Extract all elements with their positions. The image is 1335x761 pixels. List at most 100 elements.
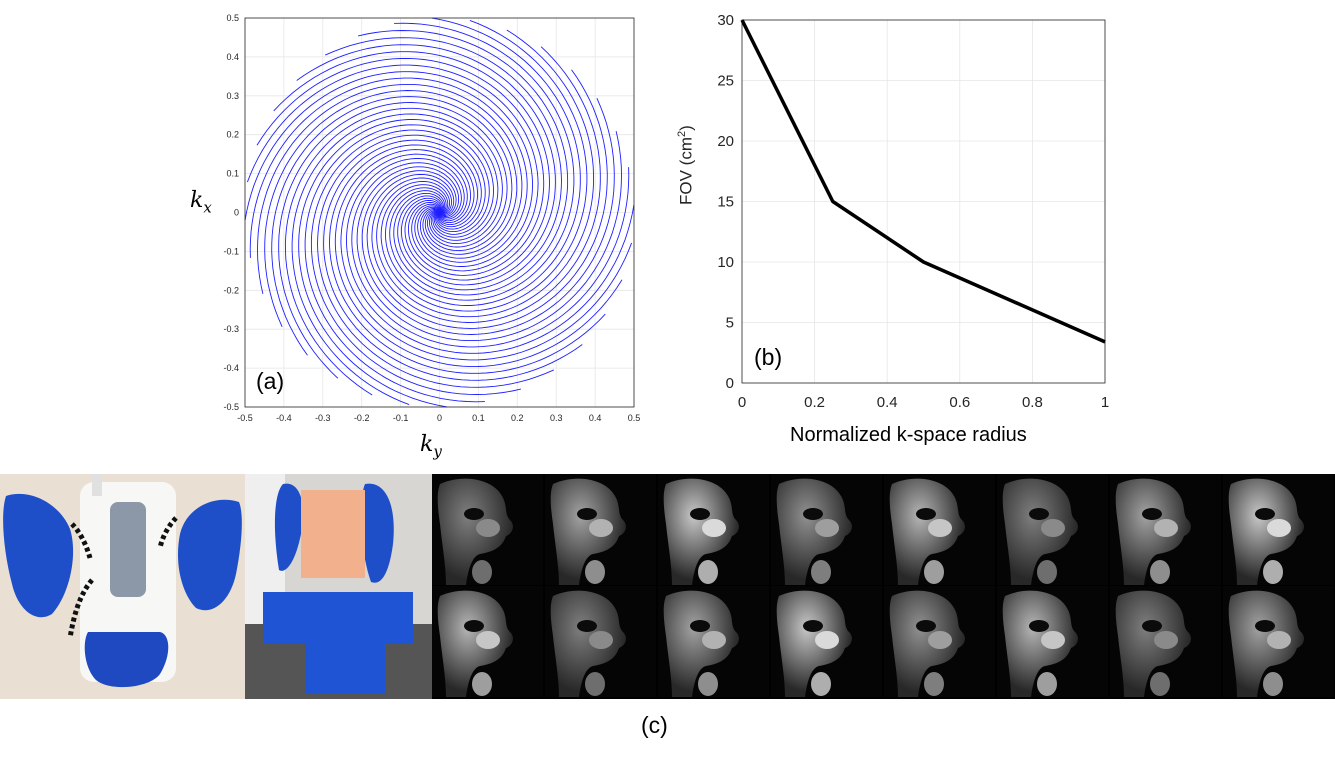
mri-frame bbox=[432, 586, 543, 697]
panel-b-fov-plot: 0 0.2 0.4 0.6 0.8 1 0 5 10 15 20 25 30 bbox=[717, 12, 1109, 411]
panel-b-x-ticks: 0 0.2 0.4 0.6 0.8 1 bbox=[738, 394, 1109, 411]
panel-a-xlabel: ky bbox=[420, 432, 442, 461]
spiral-interleave bbox=[358, 30, 569, 296]
panel-b-axes-box bbox=[741, 19, 1106, 384]
mri-frame bbox=[545, 474, 656, 585]
panel-b-xlabel: Normalized k-space radius bbox=[790, 424, 1027, 446]
panel-a-y-tick-label: -0.1 bbox=[223, 246, 239, 256]
panel-b-y-tick-label: 25 bbox=[717, 73, 734, 90]
spiral-interleave bbox=[323, 139, 583, 381]
photo-coil-setup bbox=[0, 474, 245, 699]
panel-b-x-tick-label: 0.8 bbox=[1022, 394, 1043, 411]
panel-a-y-tick-label: 0.5 bbox=[226, 13, 239, 23]
panel-a-ylabel: kx bbox=[190, 188, 212, 217]
panel-b-x-tick-label: 0 bbox=[738, 394, 746, 411]
panel-b-y-tick-label: 30 bbox=[717, 12, 734, 29]
panel-a-y-tick-label: 0 bbox=[234, 208, 239, 218]
panel-b-y-tick-label: 5 bbox=[726, 315, 734, 332]
panel-b-ylabel-sup: 2 bbox=[676, 130, 688, 137]
spiral-interleave bbox=[249, 77, 528, 263]
spiral-interleave bbox=[271, 96, 513, 356]
spiral-interleave bbox=[296, 44, 556, 286]
panel-a-xlabel-sub: y bbox=[433, 442, 442, 461]
panel-a-y-tick-label: -0.2 bbox=[223, 285, 239, 295]
panel-b-x-tick-label: 0.6 bbox=[949, 394, 970, 411]
panel-b-grid bbox=[741, 19, 1106, 384]
mri-frame bbox=[1223, 586, 1334, 697]
spiral-interleave bbox=[291, 113, 499, 406]
panel-a-x-tick-label: -0.5 bbox=[237, 413, 253, 423]
panel-a-x-tick-label: 0.1 bbox=[472, 413, 485, 423]
face-redaction-block bbox=[301, 490, 365, 578]
panel-a-y-tick-label: 0.3 bbox=[226, 91, 239, 101]
spiral-interleave bbox=[334, 149, 623, 368]
spiral-interleave bbox=[310, 129, 521, 395]
spiral-interleave bbox=[278, 102, 508, 379]
panel-a-y-tick-label: 0.2 bbox=[226, 130, 239, 140]
spiral-interleave bbox=[246, 64, 539, 272]
spiral-interleave bbox=[376, 29, 595, 318]
panel-a-ylabel-sub: x bbox=[203, 198, 212, 217]
panel-a-x-tick-label: 0 bbox=[437, 413, 442, 423]
panel-b-y-tick-label: 10 bbox=[717, 254, 734, 271]
mri-frame bbox=[1110, 474, 1221, 585]
panel-b-ylabel: FOV (cm2) bbox=[676, 125, 696, 205]
panel-a-y-tick-label: 0.1 bbox=[226, 169, 239, 179]
spiral-interleave bbox=[317, 134, 554, 388]
mri-frame bbox=[1223, 474, 1334, 585]
panel-b-y-tick-label: 20 bbox=[717, 133, 734, 150]
mri-frame bbox=[545, 586, 656, 697]
panel-b-x-tick-label: 0.4 bbox=[877, 394, 898, 411]
panel-a-y-tick-label: -0.5 bbox=[223, 402, 239, 412]
panel-a-y-ticks: 0.5 0.4 0.3 0.2 0.1 0 -0.1 -0.2 -0.3 -0.4 -0.5 bbox=[223, 13, 239, 412]
panel-b-fov-line bbox=[740, 19, 1106, 344]
spiral-interleave bbox=[356, 131, 622, 342]
panel-a-x-tick-label: 0.5 bbox=[628, 413, 641, 423]
panel-b-y-ticks: 0 5 10 15 20 25 30 bbox=[717, 12, 734, 392]
spiral-interleave bbox=[385, 17, 581, 306]
spiral-interleave bbox=[264, 90, 518, 327]
panel-a-x-tick-label: -0.4 bbox=[276, 413, 292, 423]
panel-a-label: (a) bbox=[256, 368, 285, 394]
panel-b-label: (b) bbox=[754, 344, 783, 370]
panel-b-x-tick-label: 1 bbox=[1101, 394, 1109, 411]
photo-subject-with-coil bbox=[245, 474, 432, 699]
spiral-interleave bbox=[371, 46, 601, 323]
spiral-interleave bbox=[380, 19, 588, 312]
mri-frame bbox=[884, 474, 995, 585]
panel-a-x-tick-label: 0.3 bbox=[550, 413, 563, 423]
spiral-interleave bbox=[351, 162, 630, 348]
mri-frame bbox=[658, 586, 769, 697]
spiral-interleave bbox=[366, 69, 608, 329]
panel-b-y-tick-label: 15 bbox=[717, 194, 734, 211]
panel-a-y-tick-label: 0.4 bbox=[226, 52, 239, 62]
mri-frame bbox=[997, 586, 1108, 697]
spiral-interleave bbox=[273, 51, 550, 281]
spiral-interleave bbox=[389, 22, 575, 301]
spiral-interleave bbox=[256, 57, 545, 276]
spiral-interleave bbox=[325, 37, 562, 291]
panel-b-y-tick-label: 0 bbox=[726, 375, 734, 392]
spiral-interleave bbox=[329, 144, 606, 374]
mri-frame bbox=[997, 474, 1108, 585]
mri-frame bbox=[884, 586, 995, 697]
spiral-interleave bbox=[298, 119, 494, 408]
spiral-interleave bbox=[361, 98, 615, 335]
panel-a-axes-box bbox=[244, 17, 635, 408]
spiral-interleave bbox=[346, 158, 635, 354]
spiral-interleave bbox=[284, 107, 503, 396]
mri-frame bbox=[771, 474, 882, 585]
mri-frame bbox=[432, 474, 543, 585]
mri-frame-grid bbox=[432, 474, 1335, 699]
mri-frame bbox=[658, 474, 769, 585]
panel-a-spiral-trajectory bbox=[244, 17, 635, 408]
panel-a-x-tick-label: 0.4 bbox=[589, 413, 602, 423]
panel-a-x-tick-label: -0.2 bbox=[354, 413, 370, 423]
panel-a-x-ticks: -0.5 -0.4 -0.3 -0.2 -0.1 0 0.1 0.2 0.3 0.4 0.5 bbox=[237, 413, 640, 423]
panel-a-spiral-plot: -0.5 -0.4 -0.3 -0.2 -0.1 0 0.1 0.2 0.3 0.4 0.5 0.5… bbox=[223, 13, 640, 423]
panel-a-x-tick-label: -0.1 bbox=[393, 413, 409, 423]
panel-b-x-tick-label: 0.2 bbox=[804, 394, 825, 411]
spiral-interleave bbox=[340, 153, 633, 361]
panel-a-x-tick-label: -0.3 bbox=[315, 413, 331, 423]
spiral-interleave bbox=[257, 83, 523, 294]
